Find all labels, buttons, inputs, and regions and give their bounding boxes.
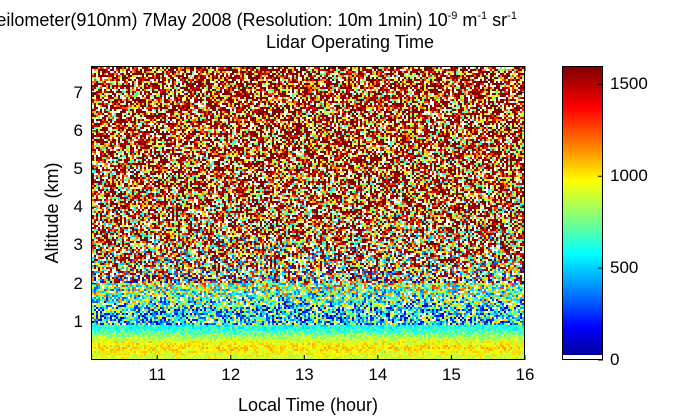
colorbar-zero-band [563, 355, 602, 359]
colorbar-tick-label: 0 [610, 350, 620, 369]
heatmap [92, 67, 524, 359]
y-tick-label: 1 [73, 311, 83, 331]
colorbar-tick-label: 500 [610, 258, 639, 278]
title-unit-m: m [457, 10, 478, 30]
colorbar [562, 66, 603, 360]
colorbar-tick-label: 1500 [610, 74, 648, 94]
title-exponent-1: -9 [447, 10, 458, 22]
title-unit-sr: sr [487, 10, 508, 30]
y-tick-label: 4 [73, 197, 83, 217]
x-tick-label: 13 [294, 365, 314, 384]
y-tick-label: 3 [73, 235, 83, 255]
x-tick-label: 11 [148, 365, 167, 384]
x-tick-label: 12 [221, 365, 241, 384]
x-axis-label: Local Time (hour) [237, 395, 379, 415]
title-text: Y-Ceilometer(910nm) 7May 2008 (Resolutio… [0, 10, 448, 30]
y-tick-label: 5 [73, 159, 83, 179]
y-tick-label: 2 [73, 273, 83, 293]
y-tick-label: 6 [73, 120, 83, 140]
chart-title: Y-Ceilometer(910nm) 7May 2008 (Resolutio… [0, 10, 592, 30]
plot-area [91, 66, 525, 360]
chart-subtitle: Lidar Operating Time [265, 32, 435, 52]
x-tick-label: 15 [441, 365, 461, 384]
title-exponent-3: -1 [507, 10, 517, 22]
x-tick-label: 14 [368, 365, 388, 384]
colorbar-tick-label: 1000 [610, 166, 648, 186]
y-axis-label: Altitude (km) [42, 162, 62, 264]
y-tick-label: 7 [73, 82, 83, 102]
x-tick-label: 16 [515, 365, 535, 384]
colorbar-gradient [563, 67, 602, 359]
title-exponent-2: -1 [477, 10, 488, 22]
